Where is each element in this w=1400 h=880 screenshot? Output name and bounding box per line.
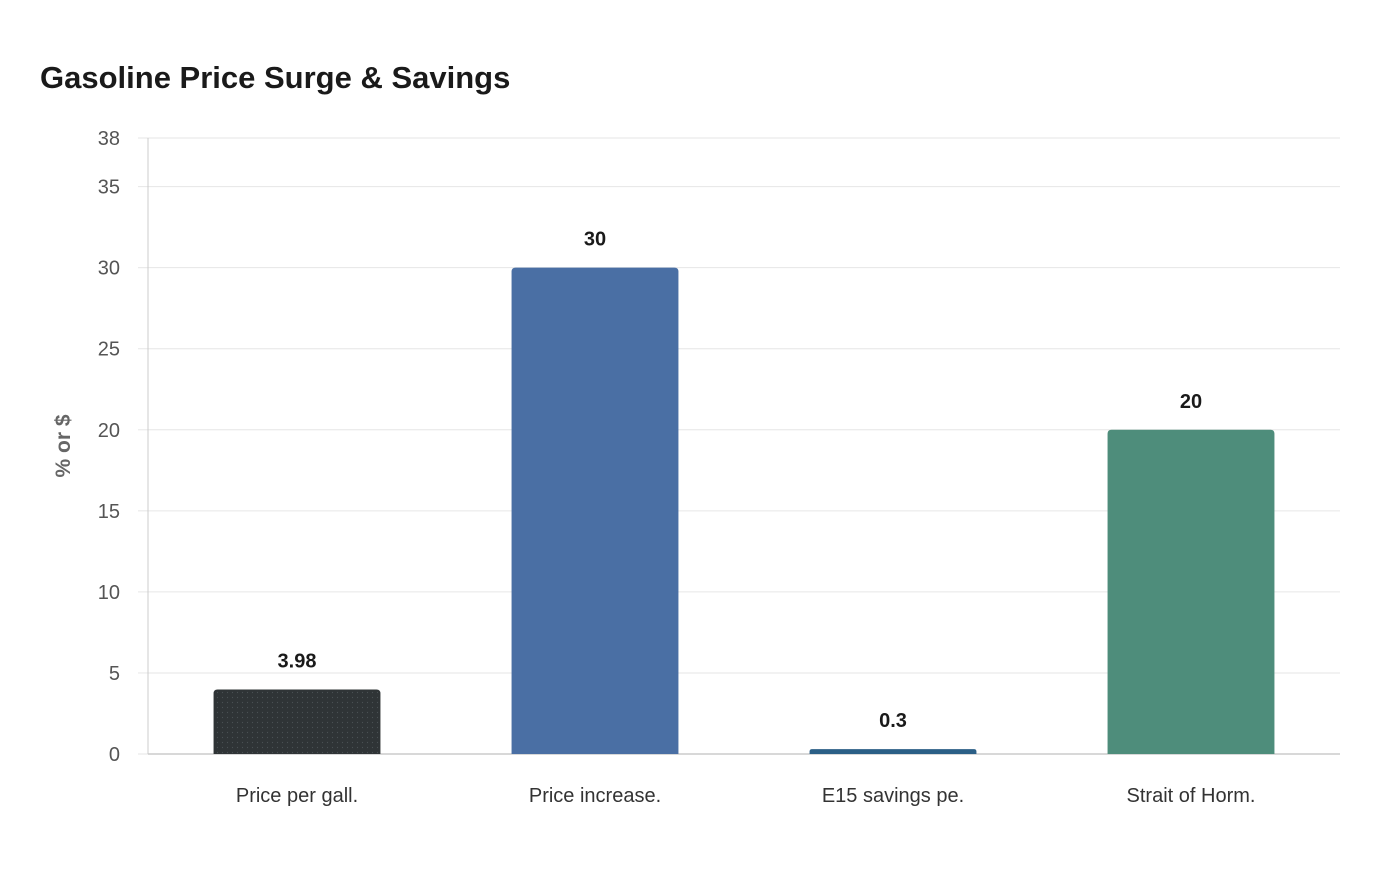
bars [213,267,1275,754]
value-label: 30 [584,229,606,251]
value-label: 0.3 [879,710,907,732]
y-tick-label: 15 [98,501,120,523]
y-tick-label: 38 [98,128,120,150]
bar-texture [213,689,381,754]
x-tick-label: Price increase. [529,785,661,807]
value-label: 3.98 [278,650,317,672]
y-tick-label: 5 [109,663,120,685]
y-tick-label: 0 [109,744,120,766]
x-tick-label: E15 savings pe. [822,785,964,807]
bar [809,749,977,754]
y-tick-label: 20 [98,420,120,442]
x-tick-labels: Price per gall. Price increase. E15 saving… [236,785,1256,807]
y-tick-labels: 0 5 10 15 20 25 30 35 38 [98,128,120,766]
y-tick-label: 10 [98,582,120,604]
y-tick-label: 25 [98,339,120,361]
value-labels: 3.98 30 0.3 20 [278,229,1203,732]
y-axis-title: % or $ [52,414,75,477]
bar [1107,429,1275,754]
value-label: 20 [1180,391,1202,413]
bar [511,267,679,754]
x-tick-label: Price per gall. [236,785,358,807]
gridlines [138,137,1340,755]
chart-title: Gasoline Price Surge & Savings [40,60,511,95]
y-tick-label: 30 [98,258,120,280]
x-tick-label: Strait of Horm. [1127,785,1256,807]
y-tick-label: 35 [98,177,120,199]
